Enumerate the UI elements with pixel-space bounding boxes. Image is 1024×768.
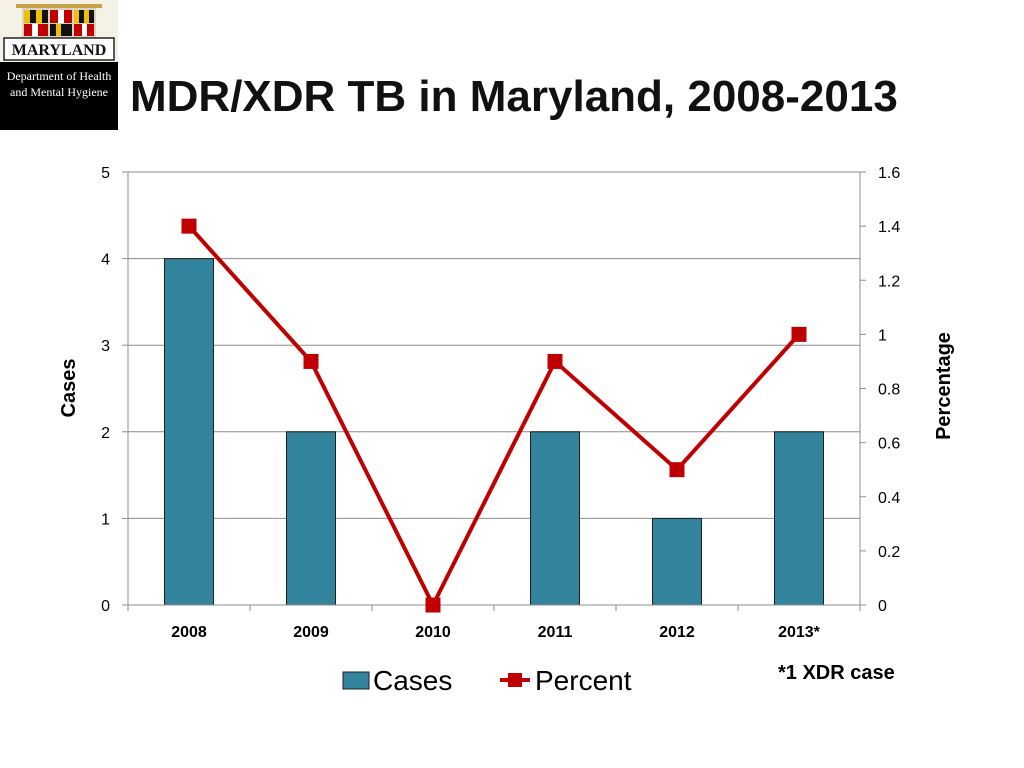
bar-2009 [286,431,336,606]
y-tick-label: 1 [101,511,110,528]
percent-point-2010 [425,597,441,613]
x-tick-label: 2008 [171,624,207,641]
y2-tick-label: 0 [878,598,887,615]
y2-tick-label: 1.6 [878,165,900,182]
logo-subtitle-text: and Mental Hygiene [10,85,108,99]
bar-2011 [530,431,580,606]
legend-percent-label: Percent [535,665,632,696]
percent-point-2011 [547,353,563,369]
y2-tick-label: 0.8 [878,382,900,399]
logo-department-text: Department of Health [7,69,112,83]
y-tick-label: 3 [101,338,110,355]
xdr-footnote: *1 XDR case [778,662,895,684]
y2-tick-label: 1.2 [878,273,900,290]
percent-point-2009 [303,353,319,369]
legend-percent-marker [508,673,522,687]
percent-point-2013 [791,326,807,342]
maryland-flag-icon: MARYLAND Department of Health and Mental… [0,4,118,130]
percent-point-2008 [181,218,197,234]
x-tick-label: 2013* [778,624,821,641]
legend-cases-swatch [342,671,370,690]
y-tick-label: 4 [101,252,110,269]
bar-2013 [774,431,824,606]
y2-tick-label: 1 [878,327,887,344]
percent-point-2012 [669,462,685,478]
y-axis-title: Cases [58,359,80,418]
bar-2012 [652,517,702,606]
y-tick-label: 2 [101,425,110,442]
percent-line [187,224,801,607]
page-title: MDR/XDR TB in Maryland, 2008-2013 [130,72,898,121]
legend-cases-label: Cases [373,665,452,696]
maryland-dhmh-logo: MARYLAND Department of Health and Mental… [0,0,118,130]
x-tick-label: 2010 [415,624,451,641]
y2-tick-label: 1.4 [878,219,900,236]
y-tick-label: 5 [101,165,110,182]
x-tick-label: 2012 [659,624,695,641]
x-tick-label: 2011 [538,624,573,641]
x-tick-label: 2009 [293,624,329,641]
logo-name-text: MARYLAND [12,42,107,59]
y2-tick-label: 0.6 [878,436,900,453]
y2-axis-title: Percentage [933,332,955,440]
y-tick-label: 0 [101,598,110,615]
y2-tick-label: 0.2 [878,544,900,561]
bar-2008 [164,258,214,606]
y2-tick-label: 0.4 [878,490,900,507]
